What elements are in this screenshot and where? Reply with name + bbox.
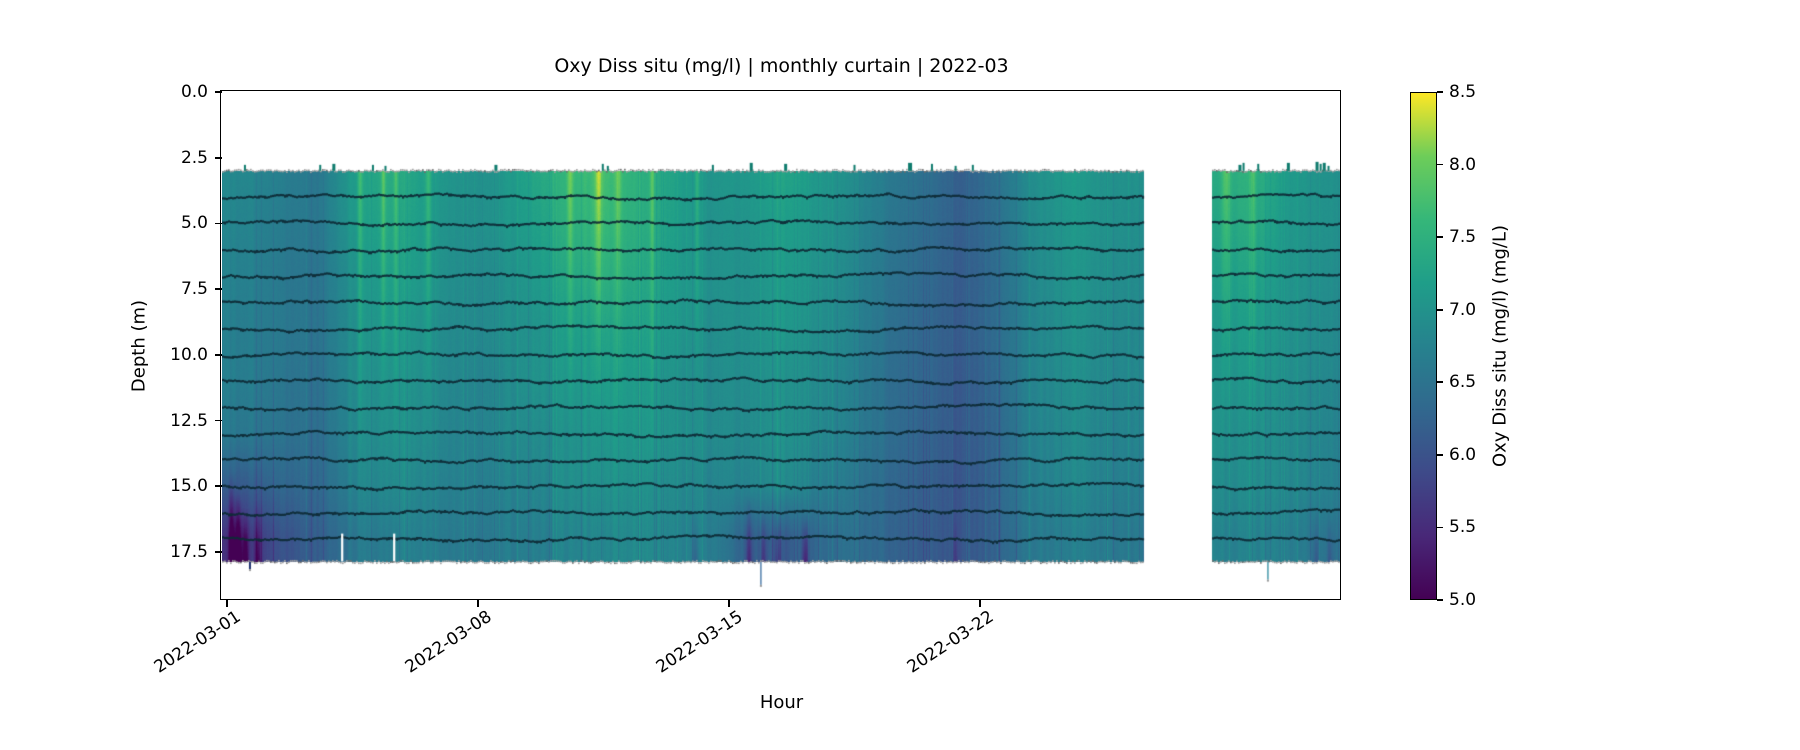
tick-mark — [215, 222, 222, 225]
tick-mark — [979, 600, 981, 607]
x-axis-label: Hour — [759, 692, 804, 713]
tick-mark — [1437, 91, 1443, 93]
tick-mark — [1437, 453, 1443, 456]
chart-title: Oxy Diss situ (mg/l) | monthly curtain |… — [554, 55, 1009, 77]
tick-mark — [1437, 526, 1443, 529]
colorbar-tick-label: 5.5 — [1449, 517, 1477, 538]
y-axis-label: Depth (m) — [128, 299, 150, 393]
y-tick-label: 17.5 — [170, 542, 208, 562]
tick-mark — [1437, 599, 1443, 601]
colorbar-tick-label: 5.0 — [1449, 590, 1477, 610]
tick-mark — [215, 485, 222, 488]
colorbar-tick-label: 8.0 — [1449, 154, 1477, 175]
tick-mark — [1437, 381, 1443, 384]
tick-mark — [215, 353, 222, 356]
colorbar-tick-label: 6.0 — [1449, 444, 1477, 465]
tick-mark — [477, 600, 479, 607]
y-tick-label: 2.5 — [180, 147, 208, 168]
plot-border — [220, 90, 1342, 601]
y-tick-label: 0.0 — [180, 82, 208, 102]
y-tick-label: 7.5 — [180, 279, 208, 300]
tick-mark — [215, 419, 222, 422]
tick-mark — [215, 156, 222, 159]
colorbar-tick-label: 7.0 — [1449, 299, 1477, 320]
tick-mark — [215, 551, 222, 553]
y-tick-label: 12.5 — [170, 410, 208, 431]
colorbar-label: Oxy Diss situ (mg/l) (mg/L) — [1489, 225, 1511, 467]
tick-mark — [226, 600, 228, 607]
colorbar-tick-label: 6.5 — [1449, 372, 1477, 393]
tick-mark — [1437, 236, 1443, 239]
colorbar-tick-label: 7.5 — [1449, 227, 1477, 248]
heatmap-canvas — [222, 92, 1341, 600]
tick-mark — [215, 91, 222, 93]
y-tick-label: 10.0 — [170, 344, 208, 365]
y-tick-label: 5.0 — [180, 213, 208, 234]
tick-mark — [728, 600, 730, 607]
tick-mark — [1437, 308, 1443, 311]
colorbar-tick-label: 8.5 — [1449, 82, 1477, 102]
y-tick-label: 15.0 — [170, 476, 208, 497]
colorbar — [1410, 92, 1437, 600]
tick-mark — [1437, 163, 1443, 166]
tick-mark — [215, 288, 222, 291]
